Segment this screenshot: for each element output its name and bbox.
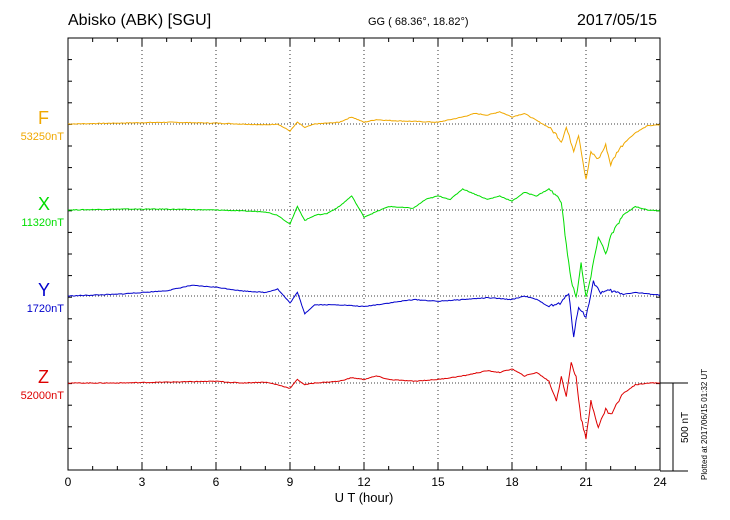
- grid-lines: [68, 38, 660, 470]
- series-line-f: [67, 111, 661, 180]
- x-tick-label: 12: [357, 475, 371, 489]
- baseline-value-x: 11320nT: [21, 217, 64, 229]
- coordinates-label: GG ( 68.36°, 18.82°): [368, 16, 469, 28]
- plotted-timestamp: Plotted at 2017/06/15 01:32 UT: [700, 368, 709, 480]
- x-tick-label: 6: [213, 475, 220, 489]
- baseline-value-y: 1720nT: [26, 303, 64, 315]
- series-line-x: [67, 187, 661, 299]
- date-label: 2017/05/15: [577, 12, 658, 29]
- x-tick-label: 18: [505, 475, 519, 489]
- component-label-x: X: [38, 194, 51, 214]
- x-tick-label: 24: [653, 475, 667, 489]
- baseline-value-f: 53250nT: [20, 131, 64, 143]
- axes: [67, 37, 688, 472]
- series-lines: [67, 111, 661, 440]
- series-line-z: [67, 362, 661, 440]
- scale-bar-label: 500 nT: [680, 411, 691, 443]
- x-ticks: 0 3 6 9 12 15 18 21 24: [65, 475, 667, 489]
- series-line-y: [67, 280, 660, 338]
- x-tick-label: 9: [287, 475, 294, 489]
- x-axis-label: U T (hour): [335, 490, 394, 505]
- x-tick-label: 21: [579, 475, 593, 489]
- component-label-f: F: [38, 108, 49, 128]
- baseline-value-z: 52000nT: [20, 390, 64, 402]
- component-label-z: Z: [38, 367, 49, 387]
- station-title: Abisko (ABK) [SGU]: [68, 12, 212, 29]
- x-tick-label: 15: [431, 475, 445, 489]
- x-tick-label: 0: [65, 475, 72, 489]
- x-tick-label: 3: [139, 475, 146, 489]
- component-label-y: Y: [38, 280, 51, 300]
